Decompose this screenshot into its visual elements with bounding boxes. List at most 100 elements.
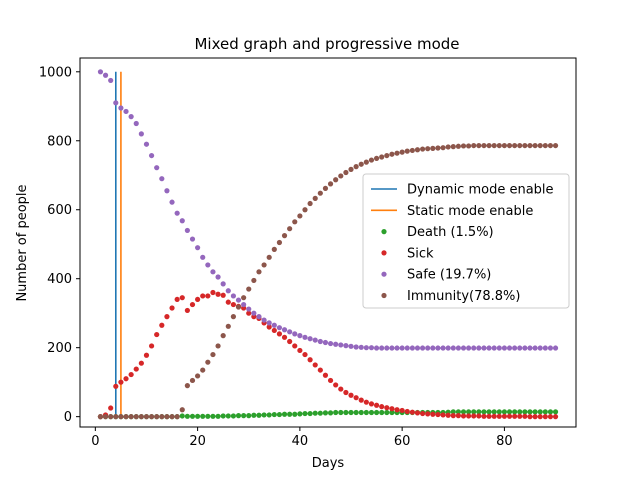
- point-immunity: [506, 142, 513, 149]
- point-safe: [363, 345, 369, 351]
- point-immunity: [399, 149, 405, 155]
- point-immunity: [547, 142, 554, 149]
- point-immunity: [159, 414, 165, 420]
- point-death: [353, 409, 359, 416]
- point-death: [246, 413, 252, 419]
- point-safe: [143, 141, 150, 147]
- point-safe: [537, 345, 543, 351]
- point-sick: [343, 389, 349, 396]
- point-safe: [440, 345, 446, 351]
- point-sick: [271, 327, 277, 334]
- point-sick: [128, 371, 134, 378]
- point-sick: [430, 411, 436, 417]
- legend-entry-label: Dynamic mode enable: [407, 183, 554, 198]
- x-tick-label: 40: [292, 434, 309, 449]
- series-sick: [97, 289, 559, 420]
- point-sick: [384, 405, 390, 411]
- point-death: [532, 409, 538, 415]
- point-immunity: [430, 145, 436, 151]
- point-death: [491, 409, 497, 415]
- point-immunity: [108, 414, 114, 420]
- point-safe: [532, 345, 538, 351]
- point-immunity: [200, 367, 206, 373]
- point-sick: [154, 331, 160, 338]
- point-sick: [179, 295, 185, 301]
- point-death: [476, 409, 482, 415]
- point-safe: [302, 334, 308, 340]
- series-immunity: [97, 142, 559, 420]
- point-sick: [409, 409, 415, 415]
- point-safe: [159, 176, 165, 182]
- point-sick: [435, 411, 441, 418]
- point-safe: [281, 327, 288, 333]
- point-sick: [394, 407, 400, 413]
- point-safe: [128, 114, 134, 120]
- legend-box: [362, 173, 570, 309]
- point-death: [450, 409, 456, 415]
- point-sick: [419, 410, 426, 417]
- point-safe: [481, 345, 487, 351]
- point-immunity: [481, 142, 487, 149]
- point-immunity: [97, 414, 104, 420]
- y-tick-label: 200: [47, 341, 72, 356]
- point-safe: [384, 345, 390, 351]
- point-sick: [373, 402, 380, 408]
- point-safe: [496, 345, 502, 351]
- point-immunity: [409, 147, 415, 154]
- point-immunity: [450, 144, 456, 150]
- point-safe: [179, 218, 185, 224]
- point-sick: [537, 414, 543, 420]
- point-immunity: [281, 233, 288, 239]
- point-immunity: [394, 150, 400, 156]
- point-sick: [486, 413, 492, 419]
- point-sick: [148, 343, 155, 349]
- point-sick: [506, 413, 513, 419]
- point-sick: [312, 362, 318, 368]
- point-death: [195, 413, 201, 419]
- point-immunity: [327, 181, 334, 187]
- point-death: [266, 412, 272, 418]
- legend-dot-swatch: [381, 271, 387, 277]
- point-sick: [512, 413, 518, 419]
- point-immunity: [102, 414, 109, 420]
- point-sick: [225, 299, 231, 305]
- y-tick-label: 800: [47, 134, 72, 149]
- point-safe: [123, 108, 129, 115]
- point-immunity: [460, 143, 467, 149]
- point-safe: [97, 69, 104, 75]
- point-immunity: [266, 254, 272, 260]
- point-safe: [368, 345, 375, 351]
- point-sick: [450, 413, 456, 419]
- point-immunity: [517, 142, 523, 149]
- point-safe: [118, 105, 124, 111]
- point-immunity: [292, 219, 298, 225]
- point-safe: [133, 120, 139, 127]
- point-death: [333, 409, 339, 416]
- point-death: [261, 412, 267, 418]
- point-safe: [148, 152, 155, 159]
- point-safe: [184, 227, 190, 234]
- series-marks: [97, 69, 559, 420]
- point-death: [241, 413, 247, 419]
- point-death: [348, 409, 354, 416]
- point-safe: [373, 345, 380, 351]
- point-sick: [184, 307, 190, 314]
- point-death: [338, 409, 344, 416]
- point-death: [200, 413, 206, 419]
- point-death: [225, 413, 231, 419]
- point-safe: [333, 341, 339, 347]
- point-immunity: [174, 414, 180, 420]
- point-safe: [512, 345, 518, 351]
- point-safe: [399, 345, 405, 351]
- point-immunity: [373, 155, 380, 161]
- point-safe: [522, 345, 528, 351]
- point-immunity: [297, 213, 303, 219]
- point-safe: [409, 345, 415, 351]
- point-death: [522, 409, 528, 415]
- y-tick-label: 400: [47, 272, 72, 287]
- point-death: [486, 409, 492, 415]
- x-tick-label: 60: [394, 434, 411, 449]
- point-immunity: [491, 142, 497, 149]
- y-tick-label: 1000: [39, 65, 72, 80]
- point-sick: [287, 338, 293, 345]
